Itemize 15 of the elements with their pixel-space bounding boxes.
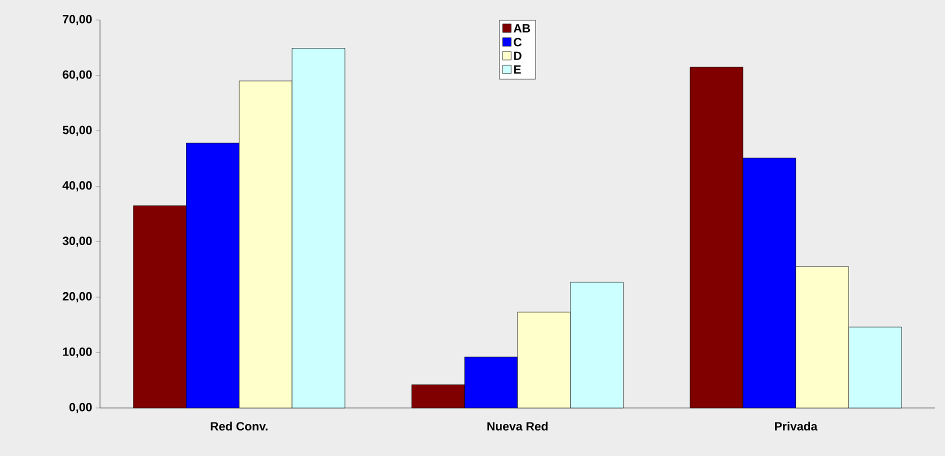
legend-label: AB [514,24,530,32]
y-tick-label: 70,00 [62,14,92,26]
y-tick-label: 20,00 [62,292,92,302]
x-tick-label: Privada [775,422,818,431]
legend-label: C [514,38,522,46]
legend-label: E [514,65,521,74]
y-tick-label: 0,00 [69,402,92,414]
y-tick-label: 30,00 [62,236,92,247]
y-tick-label: 10,00 [63,347,92,358]
x-tick-label: Nueva Red [487,422,548,431]
legend-label: D [514,52,522,60]
y-tick-label: 40,00 [62,181,92,192]
y-tick-label: 60,00 [62,70,92,81]
y-tick-label: 50,00 [62,126,92,136]
x-tick-label: Red Conv. [210,422,268,431]
